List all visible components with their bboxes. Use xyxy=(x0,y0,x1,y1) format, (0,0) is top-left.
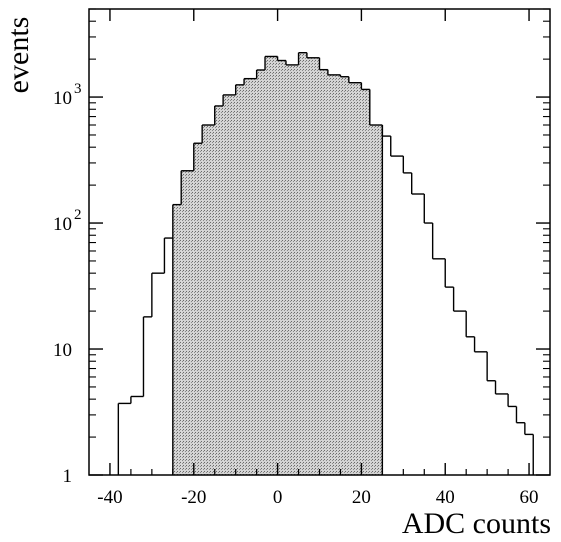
shaded-bin xyxy=(298,52,307,476)
shaded-bin xyxy=(172,204,182,476)
shaded-bin xyxy=(244,78,257,476)
x-tick-label: -20 xyxy=(181,487,206,508)
shaded-bin xyxy=(256,69,266,475)
shaded-bin xyxy=(202,125,215,476)
shaded-bin xyxy=(181,170,194,475)
shaded-bin xyxy=(277,60,286,475)
y-tick-label: 1 xyxy=(63,466,73,487)
shaded-bin xyxy=(361,89,370,475)
shaded-bin xyxy=(285,64,299,475)
x-tick-label: 60 xyxy=(520,487,539,508)
x-tick-label: 20 xyxy=(352,487,371,508)
y-tick-exponent: 2 xyxy=(74,207,82,223)
y-axis-title: events xyxy=(2,17,35,94)
y-tick-label: 10 xyxy=(53,214,72,235)
y-tick-exponent: 3 xyxy=(74,81,82,97)
x-tick-label: 40 xyxy=(436,487,455,508)
shaded-bin xyxy=(265,56,278,475)
shaded-bin xyxy=(369,125,383,476)
shaded-bin xyxy=(223,94,236,475)
shaded-bin xyxy=(214,105,224,476)
shaded-bin xyxy=(327,74,341,475)
shaded-bin xyxy=(193,143,203,475)
x-axis-title: ADC counts xyxy=(402,507,551,540)
x-tick-label: -40 xyxy=(97,487,122,508)
x-tick-label: 0 xyxy=(273,487,283,508)
y-tick-label: 10 xyxy=(53,88,72,109)
y-tick-label: 10 xyxy=(53,340,72,361)
shaded-bin xyxy=(319,69,328,475)
shaded-bin xyxy=(340,76,349,475)
shaded-bin xyxy=(235,84,245,475)
shaded-bin xyxy=(306,57,320,475)
shaded-bin xyxy=(348,82,362,475)
